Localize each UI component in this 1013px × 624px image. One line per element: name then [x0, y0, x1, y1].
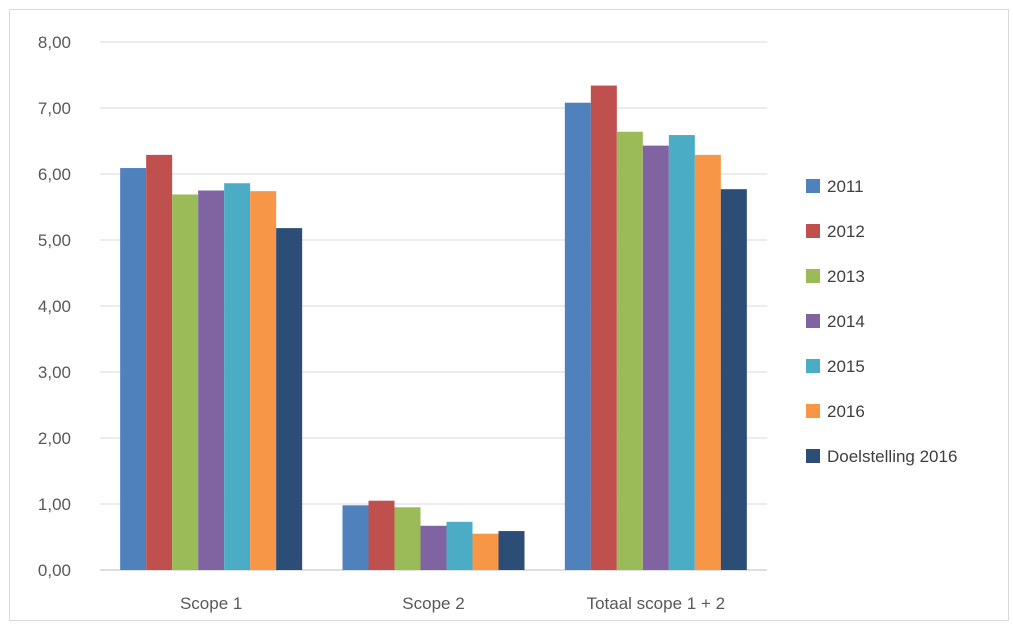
- bar-2016-2: [472, 533, 499, 570]
- legend-item: 2011: [806, 177, 864, 196]
- y-tick-label: 2,00: [38, 429, 71, 448]
- bar-2014-2: [420, 525, 447, 570]
- bar-2013-2: [394, 507, 421, 570]
- x-axis-ticks: Scope 1 Scope 2 Totaal scope 1 + 2: [180, 594, 725, 613]
- y-tick-label: 3,00: [38, 363, 71, 382]
- bar-2015-1: [224, 183, 251, 571]
- bar-2011-2: [342, 505, 369, 570]
- bar-2014-1: [198, 190, 225, 570]
- bar-doelstelling-2016-1: [276, 228, 303, 570]
- bar-2014-3: [642, 145, 669, 570]
- legend-label: 2015: [827, 357, 865, 376]
- x-tick-label: Totaal scope 1 + 2: [587, 594, 725, 613]
- bar-2013-3: [616, 131, 643, 570]
- legend-label: 2012: [827, 222, 865, 241]
- bar-2011-1: [120, 168, 147, 570]
- bar-2016-1: [250, 191, 277, 570]
- legend-label: 2013: [827, 267, 865, 286]
- bar-2015-3: [668, 135, 695, 570]
- bar-2012-3: [590, 85, 617, 570]
- legend-item: Doelstelling 2016: [806, 447, 957, 466]
- legend-item: 2012: [806, 222, 865, 241]
- legend-swatch: [806, 224, 820, 238]
- y-tick-label: 6,00: [38, 165, 71, 184]
- legend-label: Doelstelling 2016: [827, 447, 957, 466]
- legend-swatch: [806, 359, 820, 373]
- x-tick-label: Scope 1: [180, 594, 242, 613]
- y-tick-label: 4,00: [38, 297, 71, 316]
- legend-label: 2011: [827, 177, 864, 196]
- y-tick-label: 1,00: [38, 495, 71, 514]
- bar-2012-1: [146, 154, 173, 571]
- legend-swatch: [806, 269, 820, 283]
- legend-item: 2015: [806, 357, 865, 376]
- bar-2012-2: [368, 500, 395, 570]
- y-tick-label: 7,00: [38, 99, 71, 118]
- legend-item: 2016: [806, 402, 865, 421]
- legend-swatch: [806, 314, 820, 328]
- bar-2013-1: [172, 194, 199, 570]
- legend-item: 2013: [806, 267, 865, 286]
- bars: [120, 85, 747, 571]
- y-axis-ticks: 0,00 1,00 2,00 3,00 4,00 5,00 6,00 7,00 8,00: [38, 33, 71, 580]
- y-tick-label: 8,00: [38, 33, 71, 52]
- bar-doelstelling-2016-3: [720, 189, 747, 570]
- legend-label: 2014: [827, 312, 865, 331]
- bar-2011-3: [564, 102, 591, 570]
- bar-2016-3: [694, 154, 721, 571]
- legend-label: 2016: [827, 402, 865, 421]
- bar-2015-2: [446, 521, 473, 570]
- legend-swatch: [806, 179, 820, 193]
- y-tick-label: 0,00: [38, 561, 71, 580]
- legend-swatch: [806, 449, 820, 463]
- legend-swatch: [806, 404, 820, 418]
- y-tick-label: 5,00: [38, 231, 71, 250]
- legend: 2011 2012 2013 2014 2015 2016 Doelstelling 201…: [806, 177, 957, 466]
- x-tick-label: Scope 2: [402, 594, 464, 613]
- bar-doelstelling-2016-2: [498, 531, 525, 570]
- legend-item: 2014: [806, 312, 865, 331]
